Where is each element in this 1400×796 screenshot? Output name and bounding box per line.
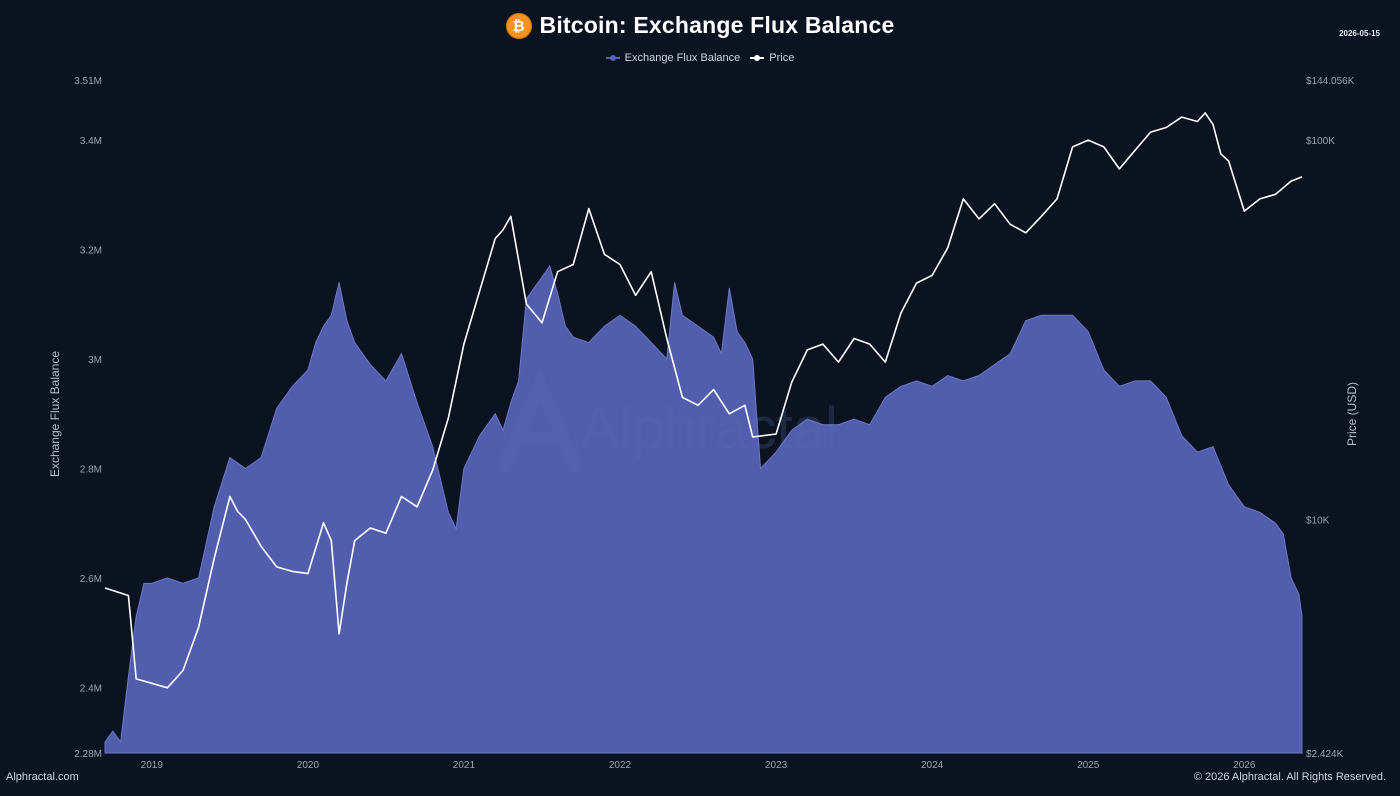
chart-header: ₿ Bitcoin: Exchange Flux Balance bbox=[0, 12, 1400, 39]
x-tick-label: 2023 bbox=[765, 760, 788, 771]
series-area-exchange-flux-balance bbox=[104, 264, 1303, 754]
left-tick-label: 2.4M bbox=[80, 683, 102, 694]
legend-marker-flux bbox=[605, 55, 620, 61]
right-tick-label: $2.424K bbox=[1306, 749, 1344, 760]
left-tick-label: 3.51M bbox=[74, 76, 102, 87]
legend-item-flux[interactable]: Exchange Flux Balance bbox=[605, 52, 741, 64]
footer-copyright: © 2026 Alphractal. All Rights Reserved. bbox=[1193, 771, 1386, 783]
legend-item-price[interactable]: Price bbox=[750, 52, 794, 64]
chart-legend: Exchange Flux Balance Price bbox=[0, 52, 1400, 64]
left-axis-ticks: 2.28M 2.4M 2.6M 2.8M 3M 3.2M 3.4M 3.51M bbox=[74, 76, 102, 760]
x-axis-ticks: 2019 2020 2021 2022 2023 2024 2025 2026 bbox=[141, 760, 1256, 771]
series-line-price bbox=[104, 112, 1303, 689]
left-tick-label: 3M bbox=[88, 355, 102, 366]
x-tick-label: 2022 bbox=[609, 760, 632, 771]
left-tick-label: 3.4M bbox=[80, 136, 102, 147]
left-tick-label: 3.2M bbox=[80, 246, 102, 257]
x-tick-label: 2020 bbox=[297, 760, 320, 771]
chart-title: Bitcoin: Exchange Flux Balance bbox=[539, 12, 895, 38]
right-axis-title: Price (USD) bbox=[1345, 382, 1359, 447]
right-tick-label: $144.056K bbox=[1306, 76, 1355, 87]
right-axis-ticks: $2.424K $10K $100K $144.056K bbox=[1306, 76, 1355, 760]
footer-brand[interactable]: Alphractal.com bbox=[6, 771, 79, 783]
x-tick-label: 2021 bbox=[453, 760, 476, 771]
x-tick-label: 2024 bbox=[921, 760, 944, 771]
left-tick-label: 2.6M bbox=[80, 574, 102, 585]
left-axis-title: Exchange Flux Balance bbox=[48, 350, 62, 478]
legend-label-price: Price bbox=[769, 52, 795, 64]
x-tick-label: 2025 bbox=[1077, 760, 1100, 771]
x-tick-label: 2019 bbox=[141, 760, 164, 771]
legend-label-flux: Exchange Flux Balance bbox=[624, 52, 741, 64]
right-tick-label: $100K bbox=[1306, 136, 1335, 147]
legend-marker-price bbox=[750, 55, 765, 61]
right-tick-label: $10K bbox=[1306, 516, 1330, 527]
area-layer bbox=[104, 264, 1303, 754]
left-tick-label: 2.8M bbox=[80, 465, 102, 476]
x-tick-label: 2026 bbox=[1233, 760, 1256, 771]
left-tick-label: 2.28M bbox=[74, 749, 102, 760]
chart-date: 2026-05-15 bbox=[1339, 29, 1380, 38]
line-layer bbox=[104, 112, 1303, 689]
bitcoin-icon: ₿ bbox=[505, 12, 532, 39]
